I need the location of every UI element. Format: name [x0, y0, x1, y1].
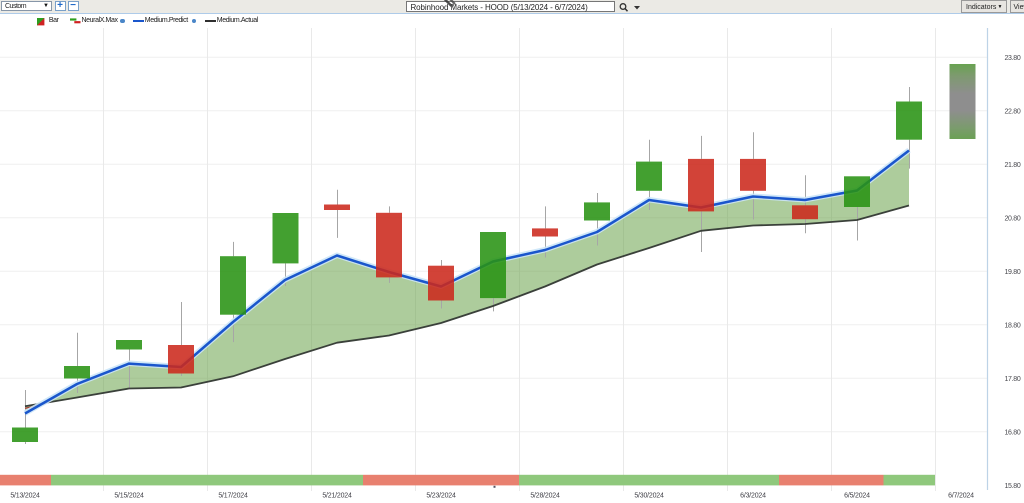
svg-text:15.80: 15.80 — [1004, 483, 1020, 490]
svg-text:5/17/2024: 5/17/2024 — [218, 492, 248, 499]
svg-text:19.80: 19.80 — [1004, 269, 1020, 276]
svg-text:18.80: 18.80 — [1004, 322, 1020, 329]
svg-text:16.80: 16.80 — [1004, 429, 1020, 436]
svg-text:5/23/2024: 5/23/2024 — [426, 492, 456, 499]
svg-text:17.80: 17.80 — [1004, 376, 1020, 383]
svg-text:5/15/2024: 5/15/2024 — [114, 492, 144, 499]
svg-text:5/28/2024: 5/28/2024 — [530, 492, 560, 499]
svg-text:22.80: 22.80 — [1004, 108, 1020, 115]
svg-text:23.80: 23.80 — [1004, 55, 1020, 62]
svg-text:5/13/2024: 5/13/2024 — [10, 492, 40, 499]
svg-text:6/3/2024: 6/3/2024 — [740, 492, 766, 499]
svg-text:5/30/2024: 5/30/2024 — [634, 492, 664, 499]
svg-text:21.80: 21.80 — [1004, 162, 1020, 169]
svg-text:6/5/2024: 6/5/2024 — [844, 492, 870, 499]
svg-text:20.80: 20.80 — [1004, 215, 1020, 222]
svg-text:6/7/2024: 6/7/2024 — [948, 492, 974, 499]
svg-text:5/21/2024: 5/21/2024 — [322, 492, 352, 499]
